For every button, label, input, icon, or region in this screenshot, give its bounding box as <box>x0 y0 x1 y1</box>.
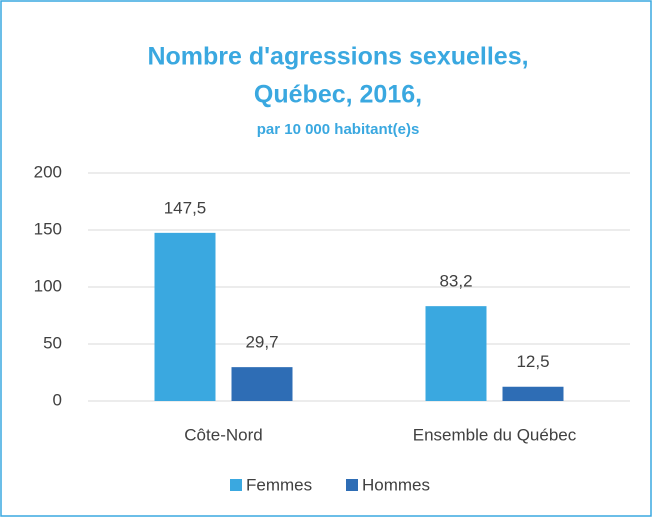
y-tick-label: 150 <box>34 219 62 238</box>
data-label: 29,7 <box>245 333 278 352</box>
chart-title: Nombre d'agressions sexuelles, <box>147 43 528 71</box>
legend-label: Hommes <box>362 475 430 494</box>
y-tick-label: 0 <box>53 390 62 409</box>
data-label: 147,5 <box>164 198 207 217</box>
chart-subtitle: par 10 000 habitant(e)s <box>257 121 420 138</box>
bar <box>154 232 216 401</box>
data-label: 12,5 <box>516 352 549 371</box>
x-tick-label: Côte-Nord <box>184 425 262 444</box>
legend-swatch <box>346 479 358 491</box>
bar <box>502 386 564 401</box>
data-label: 83,2 <box>439 272 472 291</box>
y-tick-label: 50 <box>43 333 62 352</box>
legend-label: Femmes <box>246 475 312 494</box>
x-tick-label: Ensemble du Québec <box>413 425 577 444</box>
legend-swatch <box>230 479 242 491</box>
chart-title: Québec, 2016, <box>254 81 422 109</box>
y-tick-label: 100 <box>34 276 62 295</box>
bar <box>231 367 293 401</box>
y-tick-label: 200 <box>34 162 62 181</box>
bar <box>425 306 487 401</box>
